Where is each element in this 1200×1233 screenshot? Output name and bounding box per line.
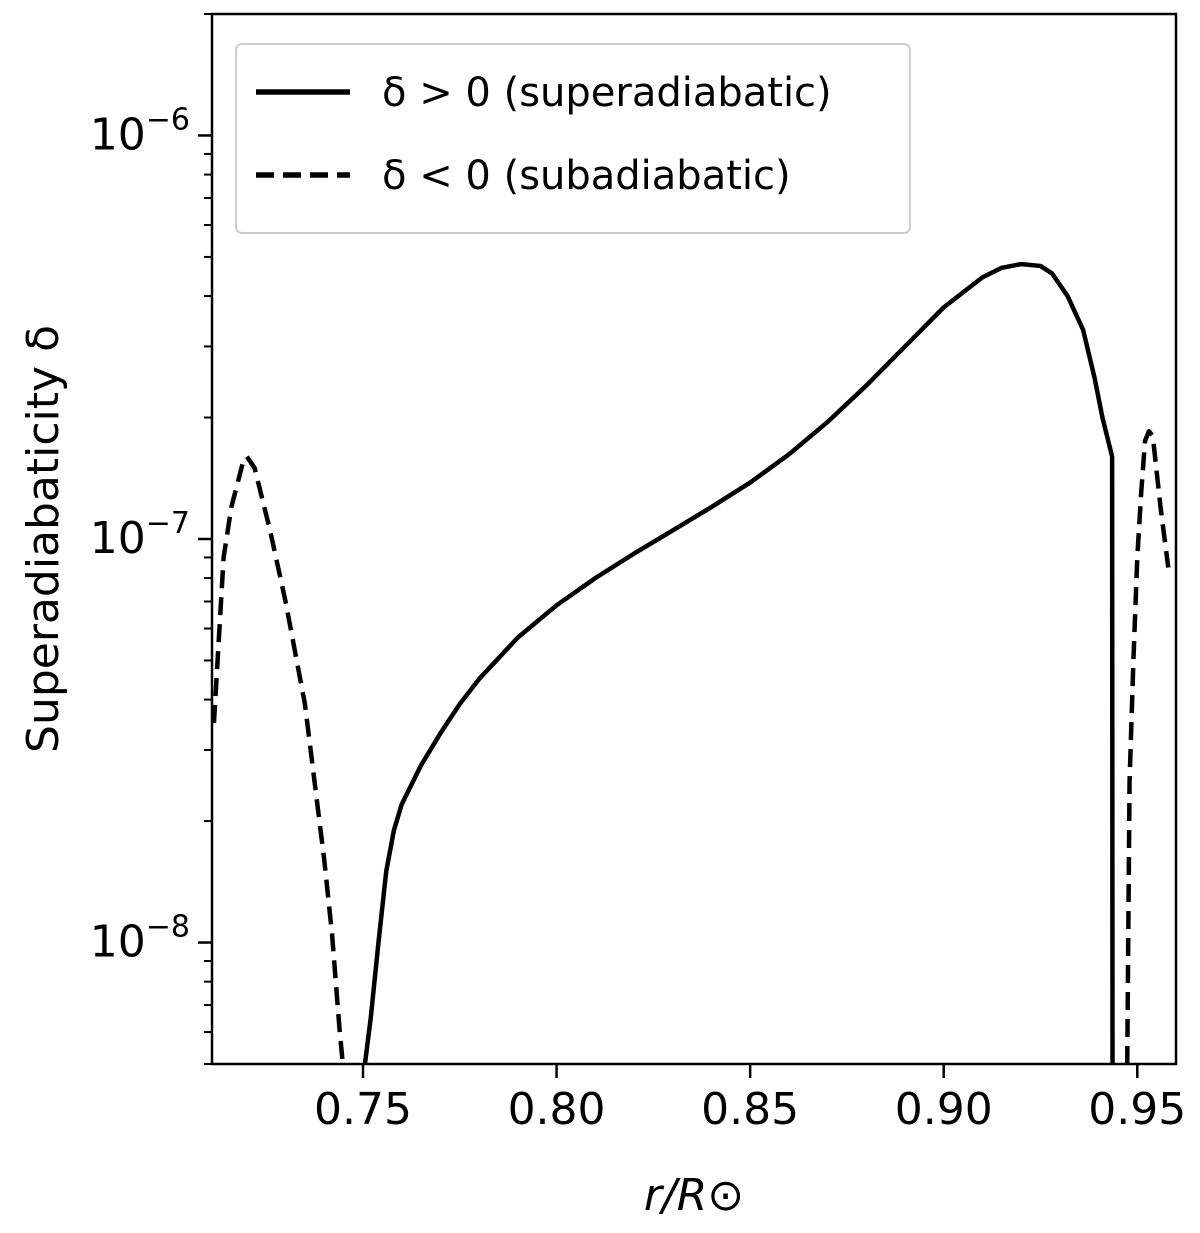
x-axis-title: r/R⊙ <box>644 1170 744 1221</box>
x-tick-label: 0.90 <box>895 1084 993 1135</box>
legend-label-subadiabatic: δ < 0 (subadiabatic) <box>382 153 791 199</box>
y-axis-title: Superadiabaticity δ <box>18 325 69 753</box>
y-tick-label: 10−8 <box>90 910 190 968</box>
x-tick-label: 0.75 <box>314 1084 412 1135</box>
y-tick-label: 10−7 <box>90 506 190 564</box>
subadiabatic-series-line-1 <box>212 454 346 1064</box>
y-tick-label: 10−6 <box>90 102 190 160</box>
superadiabatic-series-line <box>362 261 1115 1064</box>
legend-label-superadiabatic: δ > 0 (superadiabatic) <box>382 70 832 116</box>
x-tick-label: 0.95 <box>1088 1084 1186 1135</box>
legend: δ > 0 (superadiabatic) δ < 0 (subadiabat… <box>235 43 911 234</box>
series-layer <box>212 261 1171 1064</box>
x-tick-label: 0.80 <box>508 1084 606 1135</box>
legend-box <box>235 43 911 234</box>
ticks-layer: 0.75 0.80 0.85 0.90 0.95 10−8 10−7 10−6 <box>90 13 1186 1135</box>
x-tick-label: 0.85 <box>701 1084 799 1135</box>
subadiabatic-series-line-2 <box>1124 428 1171 1064</box>
